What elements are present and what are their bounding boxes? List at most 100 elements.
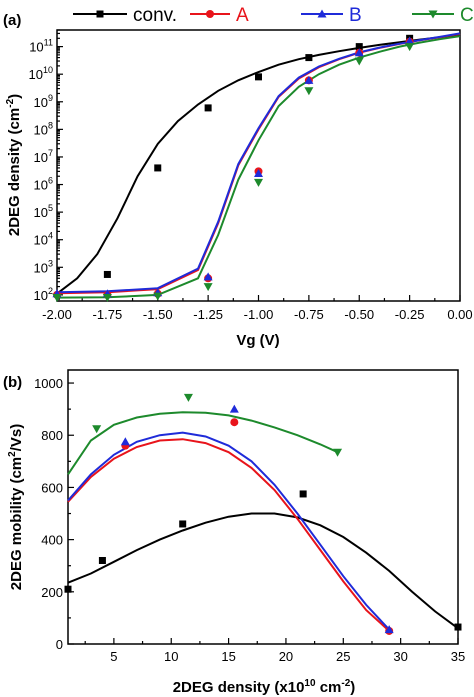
legend-marker-3 <box>428 10 438 19</box>
a-point-3-3 <box>203 283 213 292</box>
panel-b-x-axis-title-main: 2DEG density (x10 <box>173 679 305 696</box>
b-point-2-0 <box>120 437 130 446</box>
a-x-tick-label: -0.50 <box>344 307 374 322</box>
a-y-tick-label: 104 <box>34 231 53 248</box>
a-point-3-5 <box>304 87 314 96</box>
b-series-line-2 <box>67 431 390 631</box>
a-x-tick-label: -1.75 <box>93 307 123 322</box>
b-x-tick-label: 35 <box>451 649 465 664</box>
a-x-tick-label: -0.75 <box>294 307 324 322</box>
a-point-3-7 <box>405 43 415 52</box>
panel-a-x-axis-title: Vg (V) <box>236 332 279 349</box>
b-y-tick-label: 0 <box>56 637 63 652</box>
a-y-tick-label: 102 <box>34 286 53 303</box>
legend-label-1: A <box>236 5 249 26</box>
b-series-line-3 <box>67 411 339 475</box>
panel-b-y-axis-title-main: 2DEG mobility (cm <box>8 457 25 590</box>
b-y-tick-label: 1000 <box>34 376 63 391</box>
b-point-0-0 <box>64 585 72 593</box>
a-y-tick-label: 109 <box>34 93 53 110</box>
panel-a-y-axis-title-main: 2DEG density (cm <box>6 108 23 236</box>
a-x-tick-label: 0.00 <box>447 307 472 322</box>
b-point-0-2 <box>179 520 187 528</box>
panel-a-y-axis-title-close: ) <box>6 94 23 99</box>
b-y-tick-label: 400 <box>41 533 63 548</box>
panel-b-x-axis-title-mid: cm <box>316 679 342 696</box>
a-series-line-3 <box>56 35 461 299</box>
a-point-0-5 <box>355 43 363 51</box>
b-y-tick-label: 600 <box>41 480 63 495</box>
a-point-0-4 <box>305 54 313 62</box>
a-point-3-0 <box>52 294 62 303</box>
b-point-1-1 <box>230 418 239 427</box>
a-y-tick-label: 106 <box>34 176 53 193</box>
panel-label-b: (b) <box>3 374 22 391</box>
b-point-0-3 <box>299 490 307 498</box>
a-point-0-3 <box>255 73 262 81</box>
panel-a-chart: -2.00 -1.75 -1.50 -1.25 -1.00 -0.75 -0.50 -0.25… <box>29 29 473 322</box>
a-point-2-7 <box>405 36 415 45</box>
panel-b-x-axis-title-sup1: 10 <box>304 678 316 689</box>
b-y-tick-label: 200 <box>41 585 63 600</box>
b-point-2-2 <box>384 625 394 634</box>
a-x-tick-label: -1.50 <box>143 307 173 322</box>
panel-b-frame <box>67 369 459 645</box>
panel-b-x-axis-title-sup2: -2 <box>341 678 350 689</box>
a-point-0-1 <box>154 164 162 172</box>
b-series-line-0 <box>67 512 459 630</box>
panel-a-frame <box>56 29 461 302</box>
b-point-0-1 <box>98 556 106 564</box>
a-point-2-5 <box>304 75 314 84</box>
panel-a-y-axis-title-sup: -2 <box>5 98 16 107</box>
legend-marker-1 <box>206 10 214 18</box>
legend-label-2: B <box>349 5 362 26</box>
a-point-2-3 <box>203 272 213 281</box>
b-x-tick-label: 20 <box>279 649 293 664</box>
a-point-3-4 <box>254 178 263 187</box>
a-point-3-6 <box>354 57 364 66</box>
b-point-3-0 <box>92 425 102 434</box>
a-y-tick-label: 107 <box>34 148 53 165</box>
a-x-tick-label: -0.25 <box>395 307 425 322</box>
a-point-3-2 <box>153 292 163 301</box>
b-point-3-1 <box>183 393 193 402</box>
a-point-0-2 <box>204 104 212 112</box>
legend-marker-0 <box>96 10 104 18</box>
b-x-tick-label: 5 <box>110 649 117 664</box>
a-x-tick-label: -1.25 <box>193 307 223 322</box>
panel-b-x-axis-title: 2DEG density (x1010 cm-2) <box>173 678 356 696</box>
legend-marker-2 <box>317 9 327 18</box>
panel-a-y-axis-title: 2DEG density (cm-2) <box>5 94 23 236</box>
panel-b-y-axis-title: 2DEG mobility (cm2/Vs) <box>7 424 25 590</box>
b-point-2-1 <box>229 404 239 413</box>
b-series-line-1 <box>67 438 390 632</box>
b-y-tick-label: 800 <box>41 428 63 443</box>
a-x-tick-label: -1.00 <box>244 307 274 322</box>
a-y-tick-label: 1011 <box>29 38 53 55</box>
panel-b-y-axis-title-close: /Vs) <box>8 424 25 452</box>
b-point-3-2 <box>333 448 343 457</box>
a-y-tick-label: 105 <box>34 203 53 220</box>
a-y-tick-label: 103 <box>34 258 53 275</box>
a-y-tick-label: 1010 <box>29 65 53 82</box>
a-point-3-1 <box>102 294 112 303</box>
b-x-tick-label: 25 <box>336 649 350 664</box>
legend-label-3: C <box>460 5 474 26</box>
b-x-tick-label: 30 <box>393 649 407 664</box>
panel-b-x-axis-title-close: ) <box>350 679 355 696</box>
a-y-tick-label: 108 <box>34 120 53 137</box>
b-point-0-4 <box>454 623 462 631</box>
legend-label-0: conv. <box>133 5 177 26</box>
a-point-2-6 <box>354 48 364 57</box>
panel-b-y-axis-title-sup: 2 <box>7 451 18 457</box>
a-x-tick-label: -2.00 <box>42 307 72 322</box>
a-series-line-0 <box>56 34 461 295</box>
a-point-2-4 <box>254 169 263 178</box>
legend: conv. A B C <box>73 5 474 26</box>
panel-b-chart: 5 10 15 20 25 30 35 0 200 400 600 800 1000 <box>34 369 465 664</box>
b-x-tick-label: 10 <box>164 649 178 664</box>
b-x-tick-label: 15 <box>221 649 235 664</box>
a-point-0-0 <box>103 270 111 278</box>
panel-label-a: (a) <box>3 12 21 29</box>
